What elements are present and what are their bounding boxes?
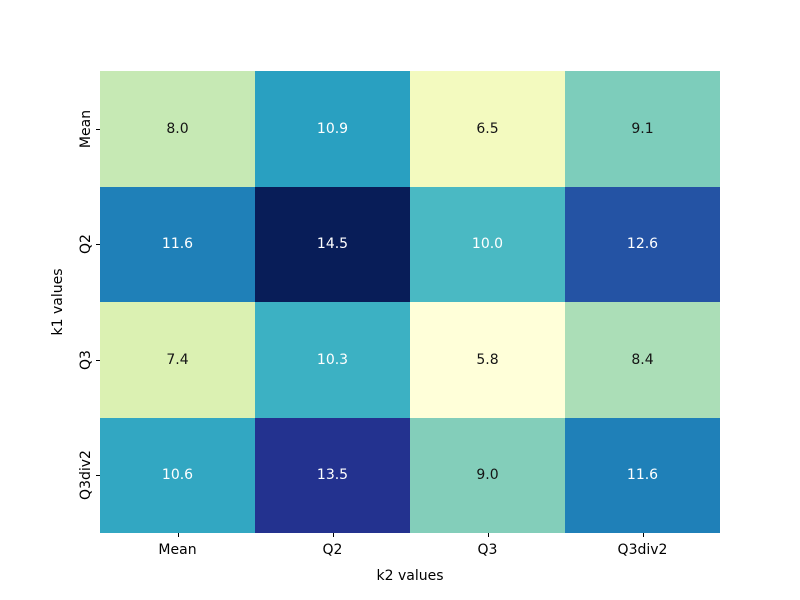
heatmap-cell: 5.8 — [410, 302, 565, 418]
y-tick-label: Mean — [78, 109, 94, 148]
x-tick-label: Q3 — [477, 542, 498, 558]
y-tick-label: Q3 — [78, 349, 94, 370]
heatmap-cell: 6.5 — [410, 71, 565, 187]
heatmap-cell: 14.5 — [255, 186, 410, 302]
y-axis-label: k1 values — [50, 268, 66, 336]
heatmap-cell: 8.4 — [565, 302, 720, 418]
heatmap-cell: 10.6 — [100, 417, 255, 533]
x-axis-label: k2 values — [376, 568, 444, 584]
heatmap-cell: 10.3 — [255, 302, 410, 418]
heatmap-cell: 13.5 — [255, 417, 410, 533]
y-tick-label: Q2 — [78, 234, 94, 255]
heatmap-cell: 9.0 — [410, 417, 565, 533]
y-tick-label: Q3div2 — [78, 450, 94, 501]
heatmap-cell: 10.0 — [410, 186, 565, 302]
y-tick-mark — [96, 359, 100, 361]
x-tick-label: Q3div2 — [617, 542, 668, 558]
heatmap-cell: 7.4 — [100, 302, 255, 418]
x-axis-tick-labels: Mean Q2 Q3 Q3div2 — [100, 542, 720, 558]
heatmap-cell: 8.0 — [100, 71, 255, 187]
heatmap-cell: 9.1 — [565, 71, 720, 187]
heatmap-cell: 10.9 — [255, 71, 410, 187]
y-tick-mark — [96, 475, 100, 477]
x-tick-mark — [177, 533, 179, 537]
heatmap-grid: 8.0 10.9 6.5 9.1 11.6 14.5 10.0 12.6 7.4 10.3 5.8 8… — [100, 71, 720, 533]
x-tick-mark — [332, 533, 334, 537]
x-tick-mark — [487, 533, 489, 537]
heatmap-cell: 11.6 — [565, 417, 720, 533]
heatmap-cell: 11.6 — [100, 186, 255, 302]
y-tick-mark — [96, 244, 100, 246]
x-tick-label: Q2 — [322, 542, 343, 558]
x-tick-mark — [642, 533, 644, 537]
y-tick-mark — [96, 128, 100, 130]
heatmap-cell: 12.6 — [565, 186, 720, 302]
x-tick-label: Mean — [158, 542, 197, 558]
